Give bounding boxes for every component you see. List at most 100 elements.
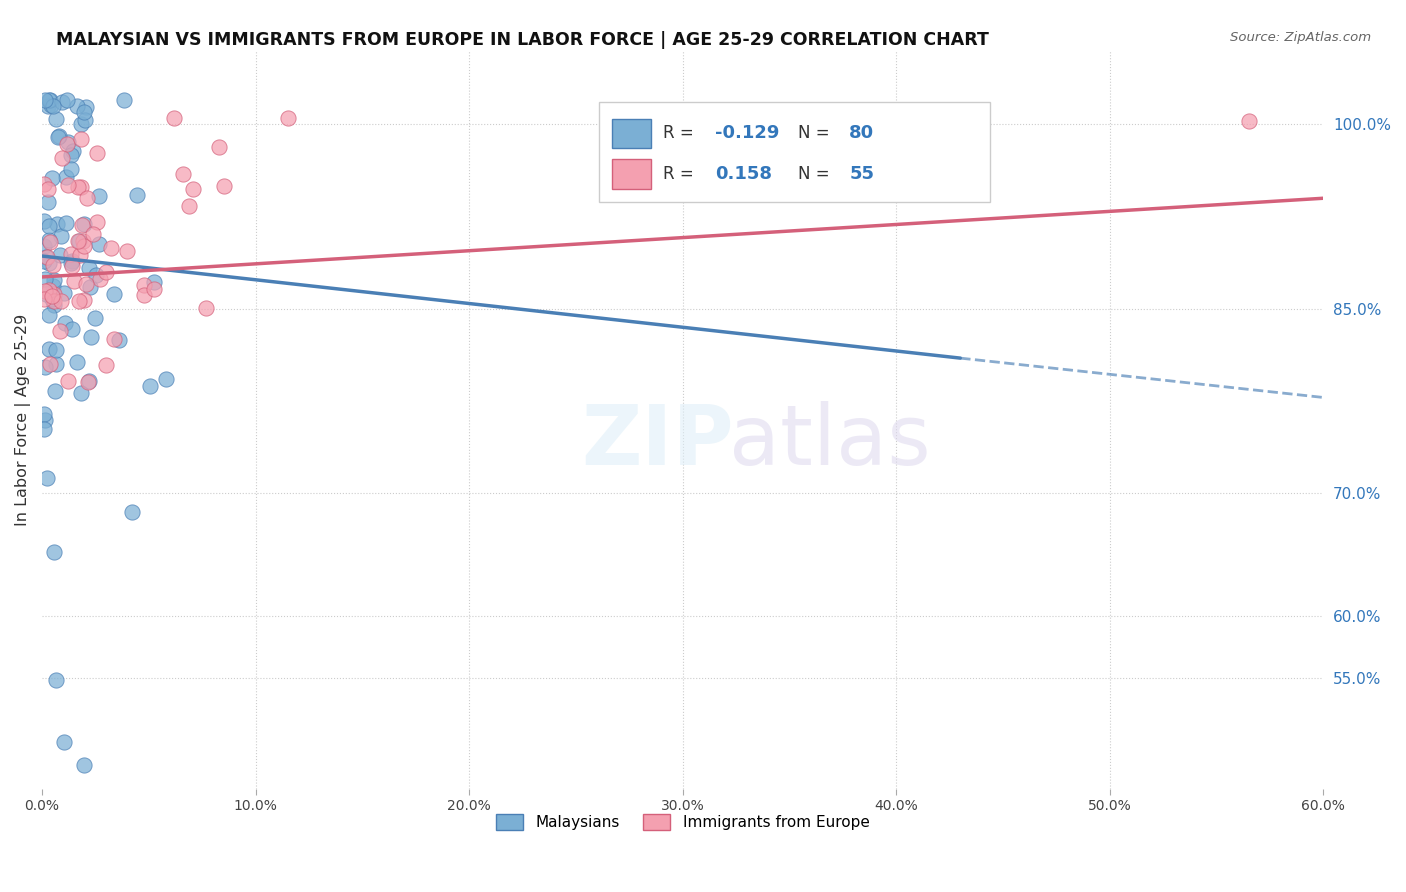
Point — [76, 191, 98, 205]
Point — [277, 112, 299, 126]
Point — [44, 384, 66, 399]
Point — [60, 256, 83, 270]
Point — [70, 132, 93, 146]
Point — [69, 248, 91, 262]
Point — [132, 288, 155, 302]
Point — [32, 407, 55, 421]
Point — [38, 308, 60, 322]
Point — [39, 235, 62, 250]
Point — [73, 293, 96, 307]
Point — [70, 118, 93, 132]
Point — [79, 374, 101, 388]
Point — [55, 169, 77, 184]
Point — [181, 182, 204, 196]
Point — [32, 254, 55, 268]
Point — [172, 167, 194, 181]
Point — [35, 286, 58, 301]
Legend: Malaysians, Immigrants from Europe: Malaysians, Immigrants from Europe — [489, 808, 876, 836]
Point — [70, 385, 93, 400]
Point — [67, 234, 90, 248]
Text: 55: 55 — [849, 165, 875, 183]
Point — [55, 216, 77, 230]
Point — [75, 277, 97, 291]
Point — [62, 253, 84, 268]
Point — [53, 316, 76, 330]
Point — [86, 215, 108, 229]
Point — [59, 161, 82, 176]
Point — [72, 218, 94, 232]
Point — [212, 178, 235, 193]
Text: 0.158: 0.158 — [714, 165, 772, 183]
Point — [155, 371, 177, 385]
Point — [41, 258, 63, 272]
Point — [51, 151, 73, 165]
Point — [46, 130, 69, 145]
Point — [53, 285, 76, 300]
Point — [38, 256, 60, 270]
Text: N =: N = — [799, 124, 835, 143]
Point — [56, 136, 79, 151]
Point — [41, 292, 63, 306]
Point — [72, 234, 94, 248]
Point — [121, 505, 143, 519]
Point — [86, 145, 108, 160]
Point — [35, 250, 58, 264]
Point — [38, 233, 60, 247]
Point — [41, 170, 63, 185]
Point — [80, 330, 103, 344]
Point — [60, 147, 83, 161]
Text: -0.129: -0.129 — [714, 124, 779, 143]
Text: 80: 80 — [849, 124, 875, 143]
Point — [112, 93, 135, 107]
Point — [42, 294, 65, 309]
Point — [66, 354, 89, 368]
Point — [84, 310, 107, 325]
Point — [60, 322, 83, 336]
Point — [73, 239, 96, 253]
Text: R =: R = — [664, 124, 699, 143]
Point — [69, 180, 91, 194]
Point — [62, 275, 84, 289]
Point — [42, 298, 65, 312]
Point — [127, 187, 149, 202]
Point — [56, 135, 79, 149]
Point — [37, 195, 59, 210]
Text: MALAYSIAN VS IMMIGRANTS FROM EUROPE IN LABOR FORCE | AGE 25-29 CORRELATION CHART: MALAYSIAN VS IMMIGRANTS FROM EUROPE IN L… — [56, 31, 988, 49]
Point — [32, 292, 55, 306]
Point — [60, 246, 83, 260]
Text: atlas: atlas — [730, 401, 931, 483]
Point — [108, 333, 131, 347]
Point — [79, 280, 101, 294]
Point — [60, 259, 83, 273]
Point — [34, 412, 56, 426]
Text: ZIP: ZIP — [581, 401, 734, 483]
Point — [52, 734, 75, 748]
Point — [35, 251, 58, 265]
Point — [38, 284, 60, 298]
Point — [44, 287, 66, 301]
Point — [62, 144, 84, 158]
Point — [35, 471, 58, 485]
Point — [48, 128, 70, 143]
Point — [45, 343, 67, 357]
Point — [41, 99, 63, 113]
Point — [41, 98, 63, 112]
Y-axis label: In Labor Force | Age 25-29: In Labor Force | Age 25-29 — [15, 313, 31, 525]
Point — [73, 113, 96, 128]
Point — [73, 217, 96, 231]
Point — [87, 188, 110, 202]
Point — [32, 177, 55, 191]
Point — [103, 286, 125, 301]
Point — [38, 342, 60, 356]
Point — [56, 374, 79, 388]
Point — [195, 301, 218, 315]
FancyBboxPatch shape — [599, 103, 990, 202]
Point — [42, 278, 65, 293]
Point — [143, 275, 166, 289]
Point — [49, 229, 72, 244]
Point — [34, 359, 56, 374]
Point — [89, 271, 111, 285]
Point — [134, 278, 156, 293]
Point — [45, 217, 67, 231]
Point — [82, 227, 104, 242]
